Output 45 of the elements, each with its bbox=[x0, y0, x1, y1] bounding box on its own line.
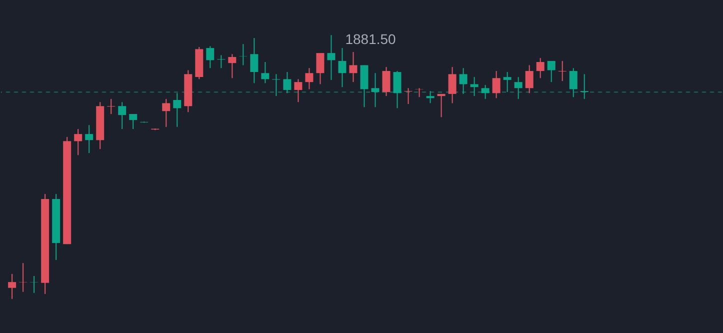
candlestick bbox=[426, 90, 434, 104]
candlestick bbox=[525, 64, 534, 94]
candlestick bbox=[261, 62, 270, 84]
candlestick bbox=[448, 66, 456, 104]
candlestick bbox=[470, 76, 478, 97]
candlestick bbox=[327, 34, 336, 80]
candlestick bbox=[107, 98, 116, 114]
candlestick bbox=[8, 273, 16, 300]
candlestick bbox=[305, 68, 314, 90]
candlestick bbox=[85, 124, 94, 154]
candlestick bbox=[338, 48, 346, 88]
candlestick bbox=[272, 74, 280, 97]
candlestick bbox=[547, 60, 556, 83]
candlestick bbox=[415, 88, 424, 98]
candlestick bbox=[206, 46, 214, 69]
candlestick bbox=[371, 72, 380, 108]
candlestick bbox=[250, 37, 258, 84]
candlestick bbox=[349, 51, 358, 83]
annotation: 1881.50 bbox=[345, 31, 396, 48]
candlestick bbox=[129, 113, 138, 130]
candlestick bbox=[503, 72, 512, 93]
candlestick bbox=[239, 44, 248, 66]
candlestick bbox=[162, 98, 170, 128]
candlestick bbox=[74, 128, 82, 156]
candlestick bbox=[404, 88, 412, 104]
candlestick bbox=[283, 72, 292, 94]
candlestick bbox=[481, 84, 490, 100]
candlestick bbox=[558, 60, 566, 82]
candlestick bbox=[514, 76, 522, 100]
candlestick bbox=[459, 68, 468, 94]
candlestick bbox=[30, 276, 38, 294]
candlestick bbox=[228, 54, 236, 79]
candlestick bbox=[294, 78, 302, 103]
candlestick bbox=[492, 70, 500, 99]
candlestick bbox=[173, 92, 182, 128]
candlestick bbox=[580, 74, 588, 100]
candlestick bbox=[536, 58, 544, 79]
candlestick bbox=[393, 70, 402, 109]
candlestick bbox=[382, 66, 390, 97]
candlestick bbox=[19, 262, 28, 292]
candlestick bbox=[569, 68, 578, 98]
candlestick bbox=[316, 52, 324, 85]
candlestick bbox=[437, 93, 446, 118]
candlestick bbox=[118, 102, 126, 130]
candlestick bbox=[217, 54, 226, 69]
